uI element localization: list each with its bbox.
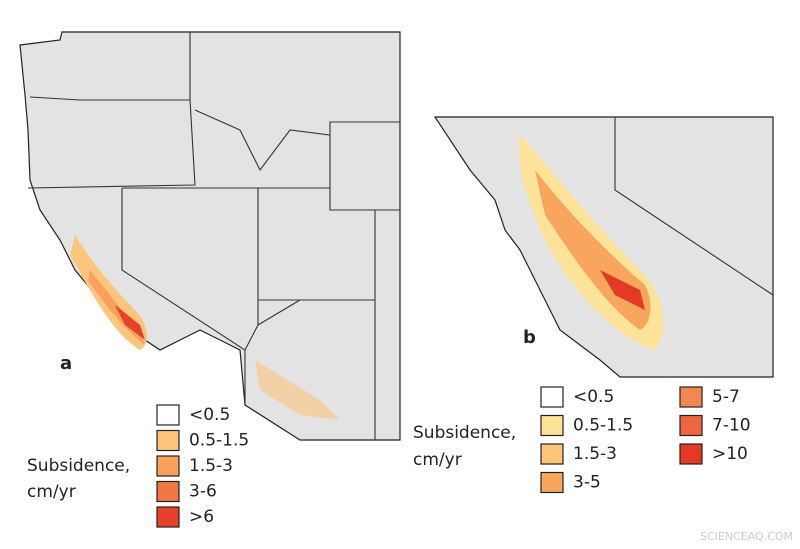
legend-title: cm/yr	[413, 450, 462, 470]
legend-label: 0.5-1.5	[189, 431, 249, 451]
legend-swatch	[540, 386, 564, 408]
legend-swatch	[540, 443, 564, 465]
watermark: SCIENCEAQ.COM	[700, 530, 793, 543]
legend-label: >10	[712, 444, 748, 464]
legend-swatch	[156, 506, 180, 528]
legend-label: 3-5	[573, 473, 601, 493]
legend-label: 7-10	[712, 416, 751, 436]
legend-label: <0.5	[573, 387, 614, 407]
legend-label: 3-6	[189, 482, 217, 502]
legend-label: <0.5	[189, 405, 230, 425]
legend-label: 1.5-3	[573, 444, 617, 464]
legend-label: 5-7	[712, 387, 740, 407]
legend-swatch	[679, 386, 703, 408]
legend-title: Subsidence,	[413, 423, 516, 443]
legend-label: 1.5-3	[189, 456, 233, 476]
legend-swatch	[156, 429, 180, 452]
panel-label: b	[523, 327, 536, 348]
legend-swatch	[679, 443, 703, 465]
panel-label: a	[60, 353, 72, 374]
legend-swatch	[679, 414, 703, 437]
legend-swatch	[540, 414, 564, 437]
legend-swatch	[156, 455, 180, 477]
legend-swatch	[156, 480, 180, 503]
legend-title: cm/yr	[27, 482, 76, 502]
legend-label: 0.5-1.5	[573, 416, 633, 436]
legend-title: Subsidence,	[27, 456, 130, 476]
legend-swatch	[156, 404, 180, 426]
legend-swatch	[540, 471, 564, 494]
map-b: b	[433, 116, 774, 378]
legend-label: >6	[189, 507, 214, 527]
map-a: a	[19, 31, 401, 441]
